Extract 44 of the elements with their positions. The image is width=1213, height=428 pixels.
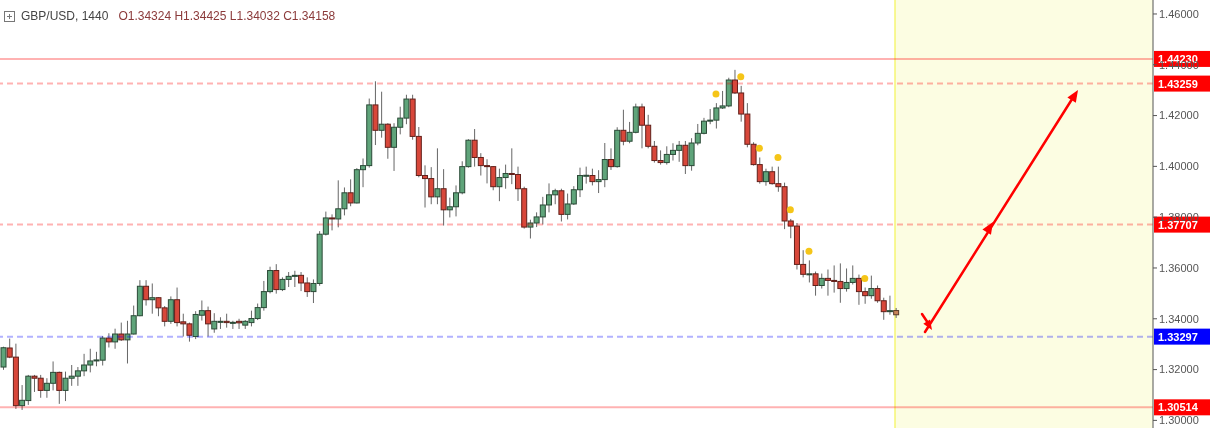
candlestick (868, 275, 875, 300)
candlestick (806, 259, 813, 283)
point (712, 90, 720, 98)
candlestick (273, 263, 280, 295)
candlestick (105, 332, 112, 348)
candlestick (886, 295, 893, 316)
point (861, 274, 869, 282)
y-tick-label: 1.32000 (1159, 363, 1199, 376)
candlestick (347, 178, 354, 207)
point (774, 153, 782, 161)
candlestick (329, 213, 336, 231)
candlestick (682, 140, 689, 175)
point (786, 206, 794, 214)
text: O1.34324 H1.34425 L1.34032 C1.34158 (118, 9, 336, 23)
candlestick (118, 322, 125, 342)
y-tick-label: 1.30000 (1159, 414, 1199, 427)
candlestick (440, 168, 447, 227)
text: GBP/USD, 1440 (21, 9, 109, 23)
candlestick (167, 295, 174, 325)
point (737, 73, 745, 81)
y-tick-label: 1.46000 (1159, 7, 1199, 20)
candlestick (608, 147, 614, 171)
ref-line-label: 1.33297 (1158, 330, 1198, 343)
y-tick-label: 1.40000 (1159, 160, 1199, 173)
point (805, 247, 813, 255)
candlestick (893, 307, 900, 319)
y-tick-label: 1.36000 (1159, 261, 1199, 274)
candlestick (229, 320, 236, 330)
point (755, 144, 763, 152)
ref-line-label: 1.30514 (1158, 401, 1199, 414)
candlestick (812, 271, 819, 297)
candlestick (434, 147, 441, 205)
candlestick (620, 109, 627, 146)
candlestick (205, 306, 212, 338)
candlestick (112, 328, 119, 350)
candlestick (384, 122, 391, 160)
y-tick-label: 1.34000 (1159, 312, 1199, 325)
candlestick (378, 91, 385, 139)
candlestick (143, 279, 150, 307)
candlestick (56, 371, 63, 405)
ref-line-label: 1.43259 (1158, 77, 1198, 90)
y-tick-label: 1.42000 (1159, 109, 1199, 122)
candlestick (558, 188, 565, 222)
candlestick (149, 282, 156, 315)
